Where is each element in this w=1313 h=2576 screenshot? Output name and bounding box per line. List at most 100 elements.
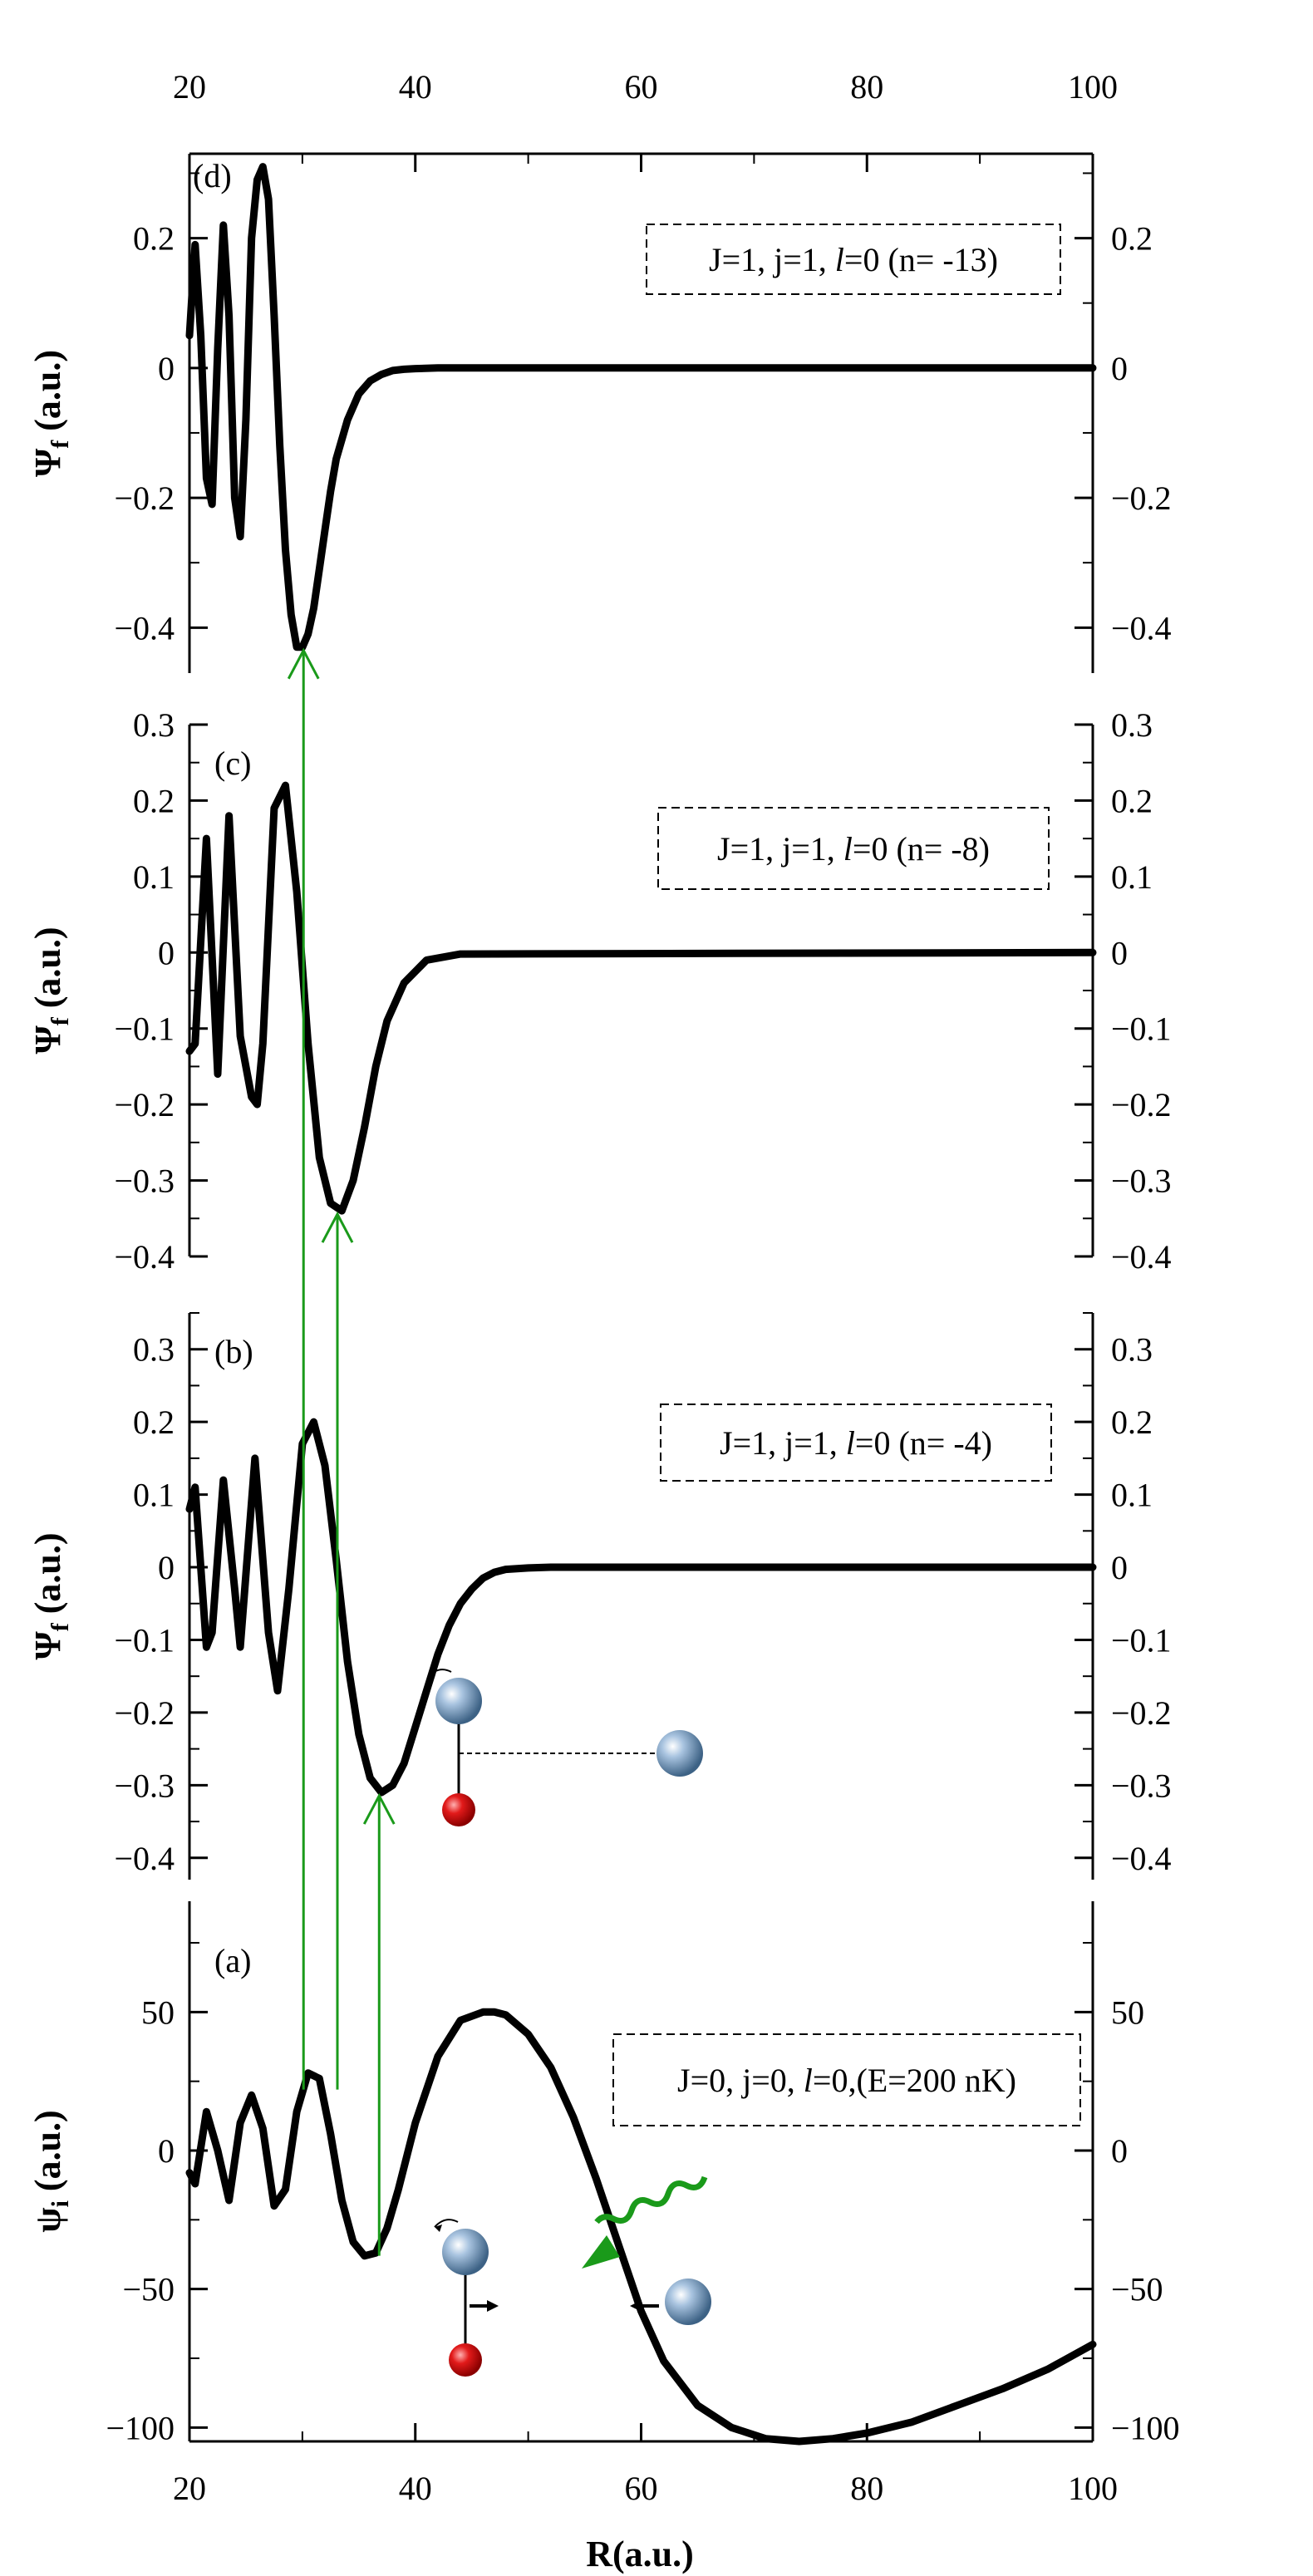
legend-text-part: =0 (n= -8) <box>853 830 990 868</box>
y-axis-title-unit: (a.u.) <box>27 2110 68 2200</box>
rotation-arrow-icon <box>434 2219 459 2228</box>
y-tick-label-right: 0 <box>1111 2132 1128 2170</box>
legend-text-part: J=1, j=1, <box>717 830 843 868</box>
panel-label: (d) <box>193 157 232 194</box>
y-tick-label: −0.1 <box>114 1010 175 1048</box>
legend-text-italic: l <box>835 241 844 278</box>
panel-label: (c) <box>214 745 251 782</box>
transition-arrowhead-icon <box>287 647 320 680</box>
y-tick-label: −0.3 <box>114 1767 175 1804</box>
y-axis-title-symbol: ψ <box>27 2207 68 2232</box>
legend-text: J=0, j=0, l=0,(E=200 nK) <box>677 2062 1016 2099</box>
y-tick-label: −0.4 <box>114 609 175 646</box>
legend-text-italic: l <box>804 2062 813 2099</box>
legend-text-part: J=1, j=1, <box>720 1424 846 1462</box>
light-atom <box>442 1793 475 1826</box>
y-tick-label-right: −0.2 <box>1111 1694 1172 1732</box>
x-tick-label: 20 <box>173 68 206 106</box>
y-tick-label-right: −0.4 <box>1111 1238 1172 1276</box>
x-tick-label: 60 <box>625 2470 658 2507</box>
x-axis-title: R(a.u.) <box>586 2534 694 2574</box>
molecule-illustration-b <box>427 1669 703 1826</box>
panel-a: 50 50 0 0 −50 −50 −100 −100 ψi (a.u.) (a) J=0, j=0… <box>27 1901 1180 2446</box>
y-tick-label: −0.3 <box>114 1163 175 1200</box>
y-tick-label-right: −0.1 <box>1111 1010 1172 1048</box>
transition-arrowhead-icon <box>362 1792 396 1825</box>
y-tick-label: −100 <box>106 2409 175 2446</box>
panel-label: (a) <box>214 1942 251 1979</box>
y-tick-label-right: −0.2 <box>1111 479 1172 517</box>
x-tick-label: 100 <box>1068 68 1118 106</box>
y-tick-label: 0 <box>158 934 175 971</box>
light-atom <box>449 2343 482 2377</box>
y-axis-title-unit: (a.u.) <box>27 1532 68 1623</box>
x-tick-label: 40 <box>399 2470 432 2507</box>
y-tick-label-right: 0.2 <box>1111 782 1153 819</box>
y-axis-title-symbol: Ψ <box>27 448 68 477</box>
y-tick-label: −0.2 <box>114 1694 175 1732</box>
transition-lines <box>287 647 396 2256</box>
legend-box <box>657 807 1050 890</box>
y-tick-label: 0 <box>158 2132 175 2170</box>
y-tick-label: −0.4 <box>114 1840 175 1877</box>
y-axis-title-subscript: f <box>47 440 74 449</box>
y-tick-label: 50 <box>141 1993 175 2031</box>
y-tick-label-right: −50 <box>1111 2271 1163 2308</box>
photon-arrowhead-icon <box>582 2235 620 2269</box>
legend-text: J=1, j=1, l=0 (n= -13) <box>709 241 998 278</box>
wavefunction-curve <box>185 1418 1097 1797</box>
rotation-arrow-icon <box>427 1669 452 1678</box>
motion-arrowhead-icon <box>487 2300 499 2312</box>
y-tick-label: −0.1 <box>114 1621 175 1659</box>
heavy-atom <box>435 1678 482 1724</box>
heavy-atom <box>442 2229 489 2275</box>
y-tick-label-right: 0 <box>1111 350 1128 387</box>
y-tick-label: 0.2 <box>133 1404 175 1441</box>
y-axis-title-subscript: f <box>47 1622 74 1631</box>
rotation-arrowhead-icon <box>428 1674 435 1682</box>
y-tick-label: −0.2 <box>114 479 175 517</box>
y-tick-label: 0.2 <box>133 782 175 819</box>
x-tick-label: 80 <box>850 68 883 106</box>
molecule-illustration-a <box>434 2175 711 2377</box>
y-tick-label: −50 <box>122 2271 175 2308</box>
photon-wave-icon <box>594 2175 708 2225</box>
y-axis-title-symbol: Ψ <box>27 1631 68 1660</box>
legend-text-part: J=0, j=0, <box>677 2062 804 2099</box>
y-tick-label: 0.3 <box>133 1331 175 1369</box>
legend-text-italic: l <box>843 830 853 868</box>
y-tick-label: 0.2 <box>133 220 175 258</box>
x-tick-label: 20 <box>173 2470 206 2507</box>
legend-text: J=1, j=1, l=0 (n= -8) <box>717 830 990 868</box>
y-tick-label-right: 0 <box>1111 1549 1128 1586</box>
y-tick-label-right: 0 <box>1111 934 1128 971</box>
y-tick-label-right: −0.3 <box>1111 1163 1172 1200</box>
y-tick-label: 0.1 <box>133 1477 175 1514</box>
y-tick-label-right: −0.4 <box>1111 609 1172 646</box>
wavefunction-curve <box>185 163 1097 651</box>
legend-box <box>646 224 1061 295</box>
motion-arrowhead-icon <box>630 2300 642 2312</box>
legend-box <box>612 2033 1081 2126</box>
legend-text-part: =0 (n= -13) <box>844 241 998 278</box>
x-tick-label: 60 <box>625 68 658 106</box>
legend-text: J=1, j=1, l=0 (n= -4) <box>720 1424 992 1462</box>
transition-arrowhead-icon <box>321 1211 354 1243</box>
y-tick-label-right: −0.4 <box>1111 1840 1172 1877</box>
y-axis-title-unit: (a.u.) <box>27 350 68 440</box>
y-tick-label-right: −100 <box>1111 2409 1180 2446</box>
x-tick-label: 80 <box>850 2470 883 2507</box>
y-tick-label: 0.3 <box>133 706 175 744</box>
y-tick-label-right: −0.3 <box>1111 1767 1172 1804</box>
y-tick-label: 0 <box>158 1549 175 1586</box>
y-axis-title-symbol: Ψ <box>27 1025 68 1054</box>
panel-d: 0.2 0.2 0 0 −0.2 −0.2 −0.4 −0.4 Ψf (a.u.) (d) J=1,… <box>27 154 1172 673</box>
y-axis-title: Ψf (a.u.) <box>27 927 74 1054</box>
y-tick-label-right: 0.1 <box>1111 1477 1153 1514</box>
top-x-axis: 20 40 60 80 100 <box>173 68 1118 172</box>
y-axis-title: Ψf (a.u.) <box>27 350 74 477</box>
heavy-atom <box>656 1730 703 1777</box>
legend-box <box>660 1404 1052 1482</box>
y-tick-label: 0 <box>158 350 175 387</box>
legend-text-part: J=1, j=1, <box>709 241 835 278</box>
